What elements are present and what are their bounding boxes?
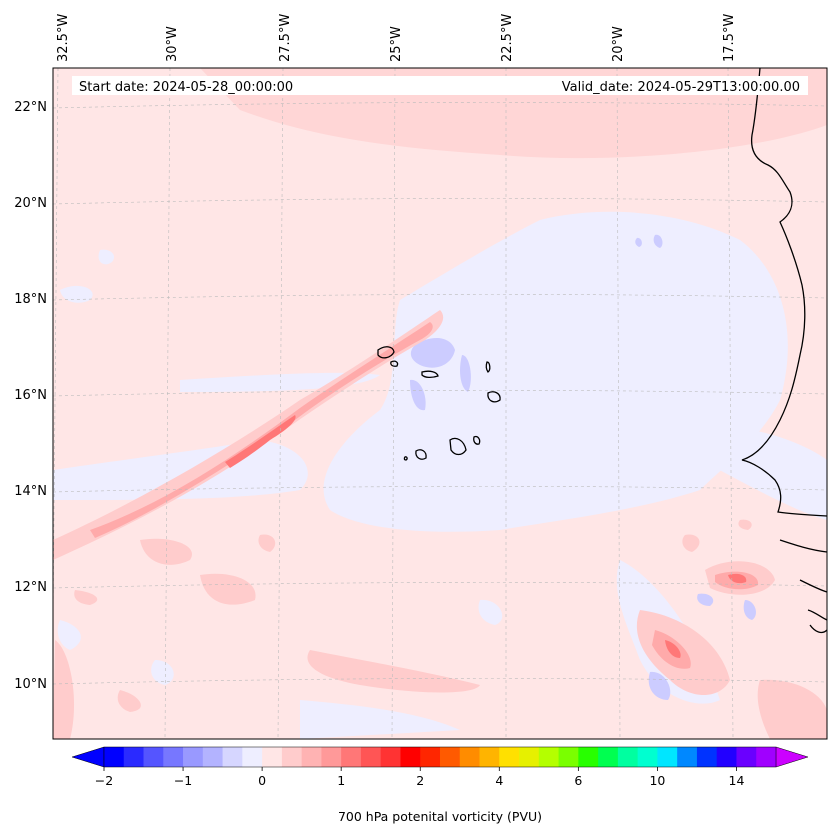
colorbar-segment — [262, 747, 283, 767]
graticule — [53, 68, 827, 739]
pv-negative-mid — [410, 234, 756, 700]
colorbar-segment — [301, 747, 322, 767]
pv-positive-core — [225, 415, 747, 658]
colorbar-segment — [104, 747, 125, 767]
colorbar-segment — [281, 747, 303, 767]
colorbar-segment — [499, 747, 520, 767]
colorbar-segment — [440, 747, 461, 767]
colorbar-segment — [578, 747, 599, 767]
start-date-text: Start date: 2024-05-28_00:00:00 — [79, 80, 293, 95]
colorbar-tick-label: −2 — [95, 773, 113, 788]
colorbar-segment — [617, 747, 639, 767]
colorbar-segment — [519, 747, 540, 767]
lon-label-17-5w: 17.5°W — [722, 14, 737, 62]
colorbar-tick-label: 10 — [649, 773, 665, 788]
colorbar-segment — [163, 747, 184, 767]
lat-label-14n: 14°N — [14, 484, 47, 499]
lon-label-20w: 20°W — [611, 26, 626, 62]
colorbar-segment — [341, 747, 362, 767]
colorbar-tick-label: 14 — [729, 773, 745, 788]
lat-label-20n: 20°N — [14, 196, 47, 211]
colorbar-segment — [380, 747, 401, 767]
colorbar-segment — [459, 747, 480, 767]
colorbar-segment — [123, 747, 144, 767]
colorbar-segment — [538, 747, 559, 767]
colorbar-over-arrow — [775, 746, 809, 768]
colorbar-segment — [716, 747, 737, 767]
lat-label-10n: 10°N — [14, 677, 47, 692]
coastline — [741, 68, 827, 634]
colorbar-segment — [183, 747, 204, 767]
colorbar-segment — [420, 747, 441, 767]
lat-label-22n: 22°N — [14, 100, 47, 115]
colorbar: −2 −1 0 1 2 4 6 10 14 700 hPa potenital vorticit… — [71, 746, 809, 824]
pv-positive-light — [53, 310, 827, 739]
lon-label-30w: 30°W — [165, 26, 180, 62]
colorbar-segment — [479, 747, 500, 767]
map-area — [53, 68, 827, 739]
colorbar-segments — [104, 747, 777, 767]
colorbar-segment — [637, 747, 658, 767]
lat-label-16n: 16°N — [14, 388, 47, 403]
colorbar-tick-label: 4 — [495, 773, 503, 788]
lon-label-27-5w: 27.5°W — [278, 14, 293, 62]
colorbar-under-arrow — [71, 746, 105, 768]
date-banner — [72, 76, 808, 95]
colorbar-segment — [143, 747, 164, 767]
colorbar-tick-label: 1 — [337, 773, 345, 788]
colorbar-tick-label: −1 — [174, 773, 192, 788]
valid-date-text: Valid_date: 2024-05-29T13:00:00.00 — [562, 80, 800, 95]
lat-label-12n: 12°N — [14, 580, 47, 595]
colorbar-outline — [103, 746, 777, 768]
longitude-labels: 32.5°W 30°W 27.5°W 25°W 22.5°W 20°W 17.5… — [56, 14, 737, 62]
colorbar-segment — [598, 747, 619, 767]
lon-label-25w: 25°W — [389, 26, 404, 62]
colorbar-ticks: −2 −1 0 1 2 4 6 10 14 — [95, 767, 745, 788]
colorbar-segment — [360, 747, 382, 767]
colorbar-segment — [222, 747, 243, 767]
colorbar-segment — [657, 747, 678, 767]
colorbar-label: 700 hPa potenital vorticity (PVU) — [338, 809, 542, 824]
colorbar-tick-label: 6 — [574, 773, 582, 788]
latitude-labels: 22°N 20°N 18°N 16°N 14°N 12°N 10°N — [14, 100, 47, 692]
colorbar-segment — [202, 747, 223, 767]
colorbar-segment — [756, 747, 777, 767]
colorbar-segment — [736, 747, 757, 767]
lat-label-18n: 18°N — [14, 292, 47, 307]
lon-label-32-5w: 32.5°W — [56, 14, 71, 62]
cabo-verde-islands — [377, 346, 501, 461]
colorbar-segment — [242, 747, 263, 767]
colorbar-segment — [677, 747, 698, 767]
colorbar-tick-label: 2 — [416, 773, 424, 788]
map-frame — [52, 67, 828, 740]
lon-label-22-5w: 22.5°W — [500, 14, 515, 62]
colorbar-segment — [321, 747, 342, 767]
colorbar-tick-label: 0 — [258, 773, 266, 788]
colorbar-segment — [558, 747, 579, 767]
colorbar-segment — [696, 747, 718, 767]
colorbar-segment — [400, 747, 421, 767]
